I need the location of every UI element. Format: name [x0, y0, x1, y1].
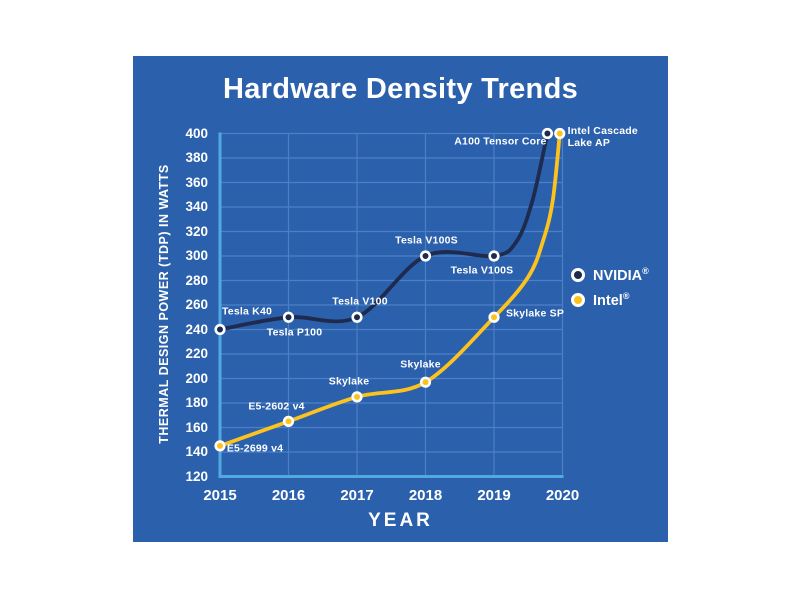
- intel-line: [218, 131, 562, 448]
- y-tick-label: 280: [185, 272, 208, 288]
- nvidia-point-label: Tesla V100: [332, 295, 388, 308]
- y-tick-label: 120: [185, 468, 208, 484]
- x-tick-label: 2020: [545, 486, 580, 504]
- intel-point-label: E5-2699 v4: [226, 442, 284, 455]
- x-tick-label: 2017: [340, 486, 374, 504]
- chart-title: Hardware Density Trends: [222, 73, 579, 105]
- legend-item-nvidia: NVIDIA®: [571, 266, 649, 284]
- y-tick-label: 360: [185, 174, 208, 190]
- x-tick-label: 2018: [408, 486, 443, 504]
- nvidia-point-label: Tesla P100: [266, 326, 323, 339]
- legend-label-intel: Intel®: [593, 290, 630, 309]
- y-tick-label: 240: [185, 321, 208, 337]
- intel-marker: [351, 391, 363, 403]
- intel-marker: [419, 376, 432, 388]
- nvidia-marker: [541, 127, 554, 140]
- intel-marker: [214, 440, 226, 452]
- nvidia-marker: [351, 311, 363, 323]
- y-tick-label: 340: [185, 199, 208, 214]
- intel-point-label: Skylake: [328, 375, 370, 388]
- nvidia-marker: [282, 311, 295, 323]
- nvidia-marker: [488, 250, 500, 262]
- y-tick-label: 200: [185, 370, 208, 386]
- legend: NVIDIA® Intel®: [571, 266, 649, 309]
- legend-item-intel: Intel®: [571, 291, 649, 309]
- x-tick-label: 2016: [271, 486, 306, 504]
- y-tick-label: 260: [185, 297, 208, 312]
- intel-marker: [282, 415, 295, 427]
- nvidia-point-label: Tesla V100S: [395, 234, 458, 247]
- intel-point-label: Skylake SP: [505, 307, 565, 320]
- y-tick-label: 220: [185, 346, 208, 361]
- y-tick-label: 400: [185, 125, 208, 141]
- y-tick-label: 140: [185, 444, 208, 459]
- intel-legend-marker-icon: [571, 292, 585, 307]
- y-tick-label: 180: [185, 395, 208, 410]
- nvidia-marker: [419, 250, 432, 262]
- x-tick-label: 2015: [203, 486, 237, 504]
- y-tick-label: 160: [185, 419, 208, 435]
- nvidia-marker: [214, 323, 226, 336]
- y-tick-label: 300: [185, 248, 208, 263]
- nvidia-point-label: Tesla V100S: [450, 264, 514, 277]
- legend-label-nvidia: NVIDIA®: [593, 266, 649, 284]
- intel-marker: [554, 127, 566, 140]
- nvidia-point-label: Tesla K40: [221, 305, 273, 318]
- nvidia-legend-marker-icon: [571, 267, 585, 282]
- nvidia-point-label: A100 Tensor Core: [454, 135, 547, 148]
- intel-point-label: Skylake: [400, 358, 441, 371]
- intel-point-label: E5-2602 v4: [248, 400, 305, 413]
- x-tick-label: 2019: [477, 486, 511, 504]
- y-tick-label: 320: [185, 223, 208, 239]
- intel-point-label: Intel Cascade Lake AP: [567, 124, 638, 150]
- x-axis-title: YEAR: [368, 510, 433, 531]
- y-tick-label: 380: [185, 150, 208, 165]
- intel-marker: [488, 311, 500, 323]
